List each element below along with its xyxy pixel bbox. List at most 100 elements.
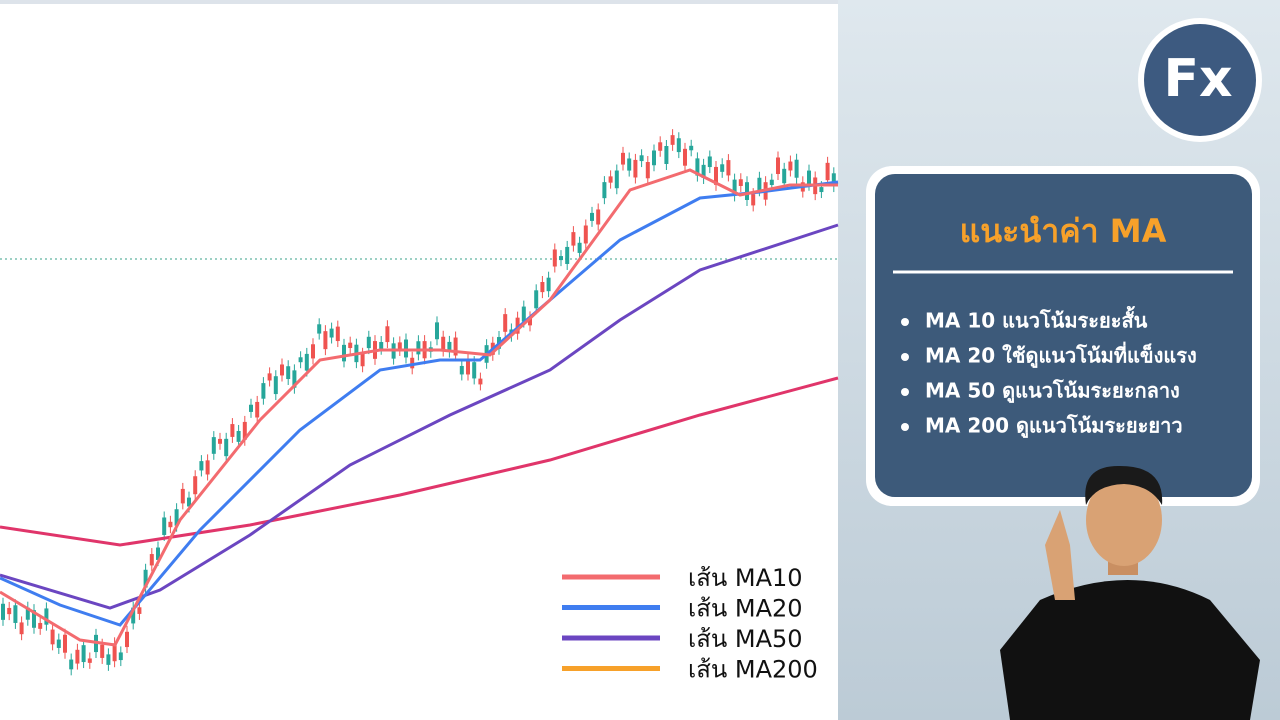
candle-body [81,645,86,663]
person [1000,465,1260,720]
candle-body [664,146,669,164]
candle-body [608,176,613,183]
candle-body [205,460,210,475]
candle-body [751,194,756,206]
panel-item: MA 50 ดูแนวโน้มระยะกลาง [925,379,1180,405]
candle-body [224,438,229,457]
ma20-line [0,180,839,627]
candle-body [236,430,241,442]
candle-body [100,644,105,658]
candle-body [776,157,780,175]
candle-body [453,337,458,356]
candle-body [738,179,743,186]
candle-body [565,246,570,264]
bullet [901,388,909,396]
candle-body [25,607,30,620]
candle-body [230,424,235,437]
candle-body [286,366,291,380]
candle-body [472,362,477,379]
candle-body [441,336,446,351]
candle-body [19,622,24,635]
candle-body [255,401,260,418]
candle-body [131,607,136,624]
candle-body [137,607,142,614]
candle-body [87,658,92,663]
panel [875,174,1252,497]
candle-body [602,182,607,199]
candle-body [540,281,545,293]
logo-circle [1144,24,1256,136]
candle-body [416,341,421,355]
candle-body [267,373,272,381]
candle-body [360,353,365,367]
candle-body [410,357,415,369]
legend-label: เส้น MA50 [688,625,803,653]
candle-body [726,160,731,176]
candle-body [583,225,588,244]
bullet [901,353,909,361]
logo-text: Fx [1163,49,1232,109]
candle-body [143,569,148,588]
candle-body [794,159,799,178]
candle-body [732,179,737,196]
panel-items: MA 10 แนวโน้มระยะสั้น MA 20 ใช้ดูแนวโน้มท… [901,306,1197,440]
candle-body [521,306,526,322]
candle-body [261,383,266,399]
candle-body [466,359,470,375]
candle-body [168,521,173,528]
candle-body [459,365,464,375]
bullet [901,423,909,431]
candle-body [503,314,508,332]
candle-body [7,607,12,615]
candle-body [304,353,309,371]
candle-body [658,142,663,151]
candle-body [218,438,222,444]
candle-body [707,156,712,168]
candle-body [50,629,55,645]
candle-body [782,168,787,184]
candle-body [769,179,774,186]
panel-item: MA 200 ดูแนวโน้มระยะยาว [925,414,1183,440]
candle-body [162,517,167,535]
candle-body [379,342,384,349]
candle-body [44,608,49,625]
candle-body [683,148,687,166]
candle-body [745,182,749,200]
panel-title: แนะนำค่า MA [960,212,1167,250]
shirt [1000,580,1260,720]
candle-body [156,547,160,560]
candle-body [701,164,706,178]
candle-body [292,370,297,388]
candle-body [112,643,117,662]
legend-label: เส้น MA200 [688,656,818,684]
candle-body [193,476,198,495]
candle-body [577,242,582,253]
candle-body [149,554,154,566]
candle-body [1,603,5,620]
candle-body [714,166,718,185]
candle-body [385,326,390,343]
candle-body [670,135,675,145]
candle-body [118,652,123,661]
candle-body [273,376,278,395]
candle-body [645,162,650,179]
candle-body [590,212,594,221]
candle-body [348,342,353,349]
candle-body [478,378,483,385]
candle-body [689,145,694,151]
arm [1045,510,1075,600]
candle-body [757,177,762,191]
candle-body [404,339,408,358]
candle-body [596,209,601,225]
candle-body [329,328,334,338]
candle-body [621,152,625,165]
candle-body [559,256,563,261]
candle-body [515,317,520,334]
candle-body [249,404,253,412]
legend-label: เส้น MA20 [688,595,803,623]
candle-body [695,158,700,176]
candle-body [63,634,67,653]
